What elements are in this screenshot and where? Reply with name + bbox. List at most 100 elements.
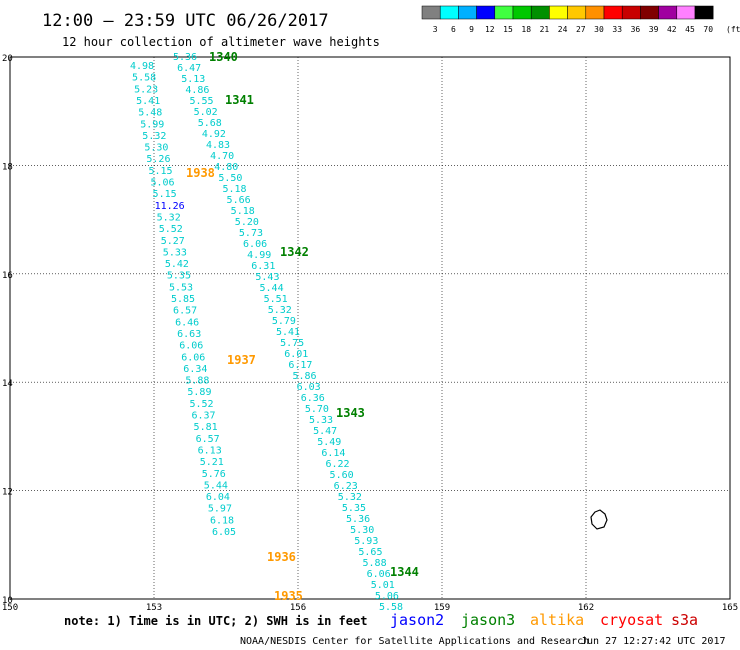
color-swatch [621,5,641,20]
color-swatch [458,5,477,20]
latitude-tick-label: 16 [2,271,13,281]
wave-height-value: 5.06 [151,178,175,189]
color-scale-label: 12 [485,25,495,34]
wave-height-value: 5.97 [208,504,232,515]
wave-height-value: 6.46 [175,317,199,328]
satellite-legend-entry: s3a [671,611,698,629]
color-scale-label: 21 [540,25,550,34]
wave-height-value: 5.33 [163,247,187,258]
wave-height-value: 4.98 [130,61,154,72]
wave-height-value: 5.53 [169,282,193,293]
wave-height-value: 5.35 [342,503,366,514]
wave-height-value: 5.41 [136,96,160,107]
pass-number-label: 1935 [274,589,303,603]
wave-height-value: 5.66 [227,195,251,206]
color-swatch [658,5,678,20]
satellite-legend-entry: altika [530,611,584,629]
color-swatch [512,5,532,20]
pass-labels: 1340 1341 1938 1342 1937 1343 1936 1344 1935 [186,50,419,603]
latitude-tick-label: 18 [2,162,13,172]
longitude-tick-label: 162 [578,603,594,613]
color-swatch [694,5,714,20]
wave-height-value: 5.76 [202,469,226,480]
latitude-tick-label: 12 [2,488,13,498]
wave-height-value: 6.01 [284,349,308,360]
wave-height-value: 5.33 [309,415,333,426]
wave-height-value: 5.41 [276,327,300,338]
wave-height-value: 5.51 [264,294,288,305]
wave-height-value: 5.18 [222,184,246,195]
wave-height-value: 5.52 [189,399,213,410]
wave-height-value: 6.14 [321,448,345,459]
satellite-legend: jason2 jason3 altika cryosat s3a [390,611,698,629]
wave-height-value: 4.70 [210,151,234,162]
map-subtitle: 12 hour collection of altimeter wave hei… [62,35,380,49]
wave-height-value: 6.06 [179,341,203,352]
wave-height-value: 5.30 [350,525,374,536]
wave-height-value: 5.88 [363,558,387,569]
color-scale-label: 15 [503,25,513,34]
wave-height-value: 5.58 [379,602,403,613]
color-swatch [567,5,587,20]
longitude-tick-label: 159 [434,603,450,613]
wave-height-value: 5.55 [189,96,213,107]
wave-height-value: 5.47 [313,426,337,437]
wave-height-value: 5.36 [346,514,370,525]
wave-height-value: 4.86 [185,85,209,96]
wave-height-value: 5.32 [157,212,181,223]
wave-height-value: 5.44 [260,283,284,294]
pass-number-label: 1343 [336,406,365,420]
wave-height-value: 5.81 [194,422,218,433]
pass-number-label: 1341 [225,93,254,107]
satellite-legend-entry: jason3 [461,611,515,629]
footer-source: NOAA/NESDIS Center for Satellite Applica… [240,636,589,647]
color-swatch [640,5,659,20]
wave-height-value: 5.79 [272,316,296,327]
color-scale-label: 42 [667,25,677,34]
wave-height-value: 6.63 [177,329,201,340]
wave-height-value: 5.13 [181,74,205,85]
wave-height-value: 5.23 [134,84,158,95]
color-scale-label: 36 [631,25,641,34]
color-swatch [476,5,496,20]
wave-height-value: 5.32 [338,492,362,503]
wave-height-value: 6.37 [192,411,216,422]
color-swatch [530,5,550,20]
wave-height-value: 4.83 [206,140,230,151]
longitude-tick-label: 156 [290,603,306,613]
wave-height-value: 6.22 [325,459,349,470]
color-scale-label: 27 [576,25,586,34]
wave-height-value: 4.92 [202,129,226,140]
color-scale-label: 24 [558,25,568,34]
wave-height-value: 5.75 [280,338,304,349]
longitude-tick-label: 165 [722,603,738,613]
color-scale-label: 9 [469,25,474,34]
wave-height-value: 5.02 [194,107,218,118]
satellite-legend-entry: cryosat [600,611,663,629]
color-swatch [494,5,514,20]
wave-height-value: 5.43 [255,272,279,283]
wave-height-value: 5.42 [165,259,189,270]
wave-height-value: 6.06 [243,239,267,250]
wave-height-value: 6.34 [183,364,207,375]
wave-height-value: 5.88 [185,376,209,387]
wave-height-value: 5.01 [371,580,395,591]
color-scale-label: 6 [451,25,456,34]
wave-height-value: 5.32 [268,305,292,316]
wave-height-value: 5.49 [317,437,341,448]
latitude-tick-label: 14 [2,379,13,389]
map-plot-area: 4.985.585.235.415.485.995.325.305.265.15… [9,50,731,613]
wave-height-value: 6.47 [177,63,201,74]
color-swatch [549,5,568,20]
wave-height-value: 5.35 [167,271,191,282]
color-swatch [421,5,441,20]
longitude-ticks: 150 153 156 159 162 165 [2,603,738,613]
pass-number-label: 1342 [280,245,309,259]
wave-height-value: 6.05 [212,527,236,538]
wave-height-value: 6.57 [196,434,220,445]
color-swatch [603,5,623,20]
latitude-tick-label: 20 [2,54,13,64]
map-grid [9,56,731,600]
wave-height-value: 5.36 [173,52,197,63]
note-text: note: 1) Time is in UTC; 2) SWH is in fe… [64,614,367,628]
